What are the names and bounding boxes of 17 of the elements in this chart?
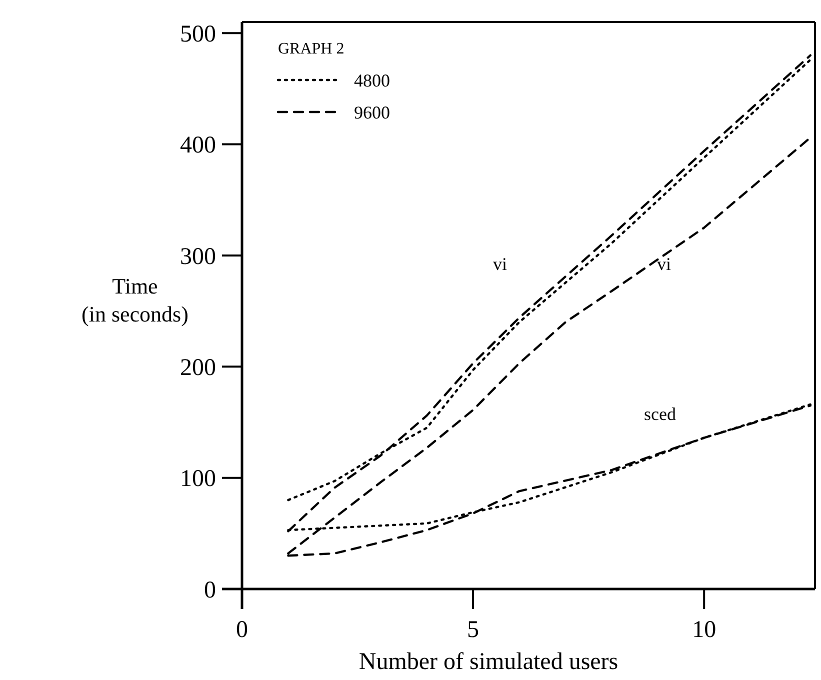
x-tick-label: 5 bbox=[467, 617, 480, 643]
y-tick-label: 300 bbox=[180, 244, 216, 270]
legend-label: 4800 bbox=[354, 70, 390, 90]
x-tick-label: 10 bbox=[692, 617, 716, 643]
legend-title: GRAPH 2 bbox=[278, 40, 344, 58]
x-axis-title: Number of simulated users bbox=[358, 649, 618, 675]
annotation: vi bbox=[492, 254, 508, 274]
y-axis-title: Time (in seconds) bbox=[82, 274, 188, 326]
y-tick-label: 100 bbox=[180, 466, 216, 492]
y-tick-label: 0 bbox=[204, 577, 216, 604]
y-tick-label: 500 bbox=[180, 22, 216, 48]
legend-label: 9600 bbox=[354, 102, 390, 122]
y-tick-label: 200 bbox=[180, 355, 216, 382]
annotation: vi bbox=[656, 254, 672, 274]
x-tick-label: 0 bbox=[236, 617, 248, 643]
y-tick-label: 400 bbox=[180, 132, 216, 159]
annotation: sced bbox=[644, 404, 676, 424]
